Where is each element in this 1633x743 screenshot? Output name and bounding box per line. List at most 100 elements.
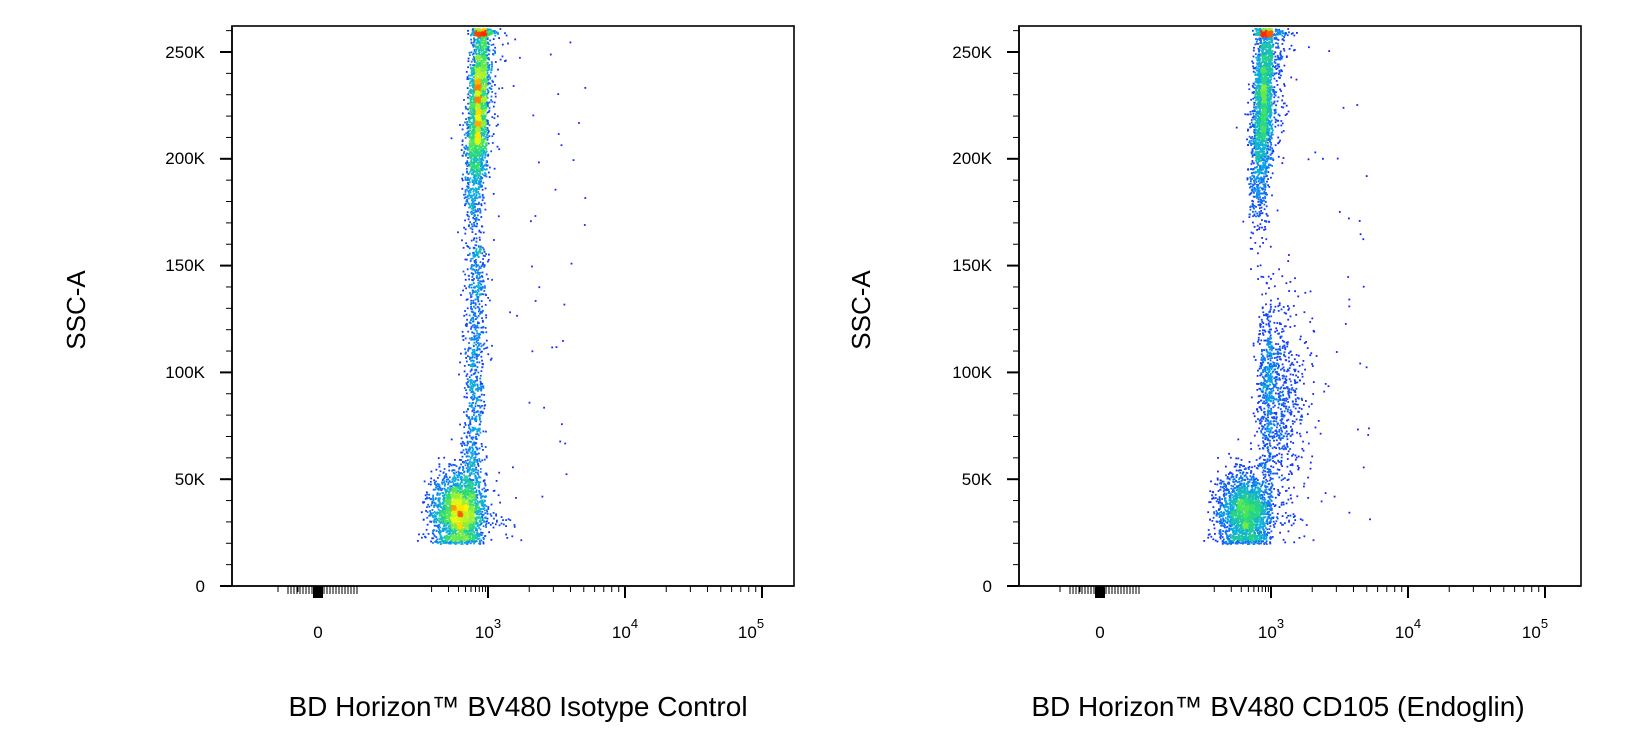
event-dot <box>468 534 471 537</box>
event-dot <box>472 147 475 150</box>
event-dot <box>461 451 464 454</box>
event-dot <box>480 104 483 107</box>
event-dot <box>474 55 476 58</box>
event-dot <box>479 92 481 95</box>
event-dot <box>482 110 484 112</box>
event-dot <box>484 147 487 149</box>
event-dot <box>448 537 451 540</box>
event-dot <box>478 193 481 195</box>
event-dot <box>446 502 448 504</box>
event-dot <box>447 500 450 503</box>
event-dot <box>450 517 453 519</box>
event-dot <box>445 500 448 502</box>
event-dot <box>467 157 469 159</box>
event-dot <box>486 138 489 141</box>
event-dot <box>456 536 458 538</box>
event-dot <box>452 520 455 523</box>
event-dot <box>459 517 461 519</box>
event-dot <box>486 123 489 125</box>
event-dot <box>481 53 484 56</box>
event-dot <box>483 51 485 53</box>
event-dot <box>479 77 482 80</box>
event-dot <box>478 118 480 121</box>
event-dot <box>483 151 486 154</box>
event-dot <box>497 68 499 71</box>
event-dot <box>448 465 450 468</box>
event-dot <box>438 532 441 535</box>
event-dot <box>481 107 484 110</box>
event-dot <box>477 45 479 48</box>
event-dot <box>470 239 473 242</box>
event-dot <box>462 524 464 527</box>
event-dot <box>462 502 464 505</box>
event-dot <box>463 442 466 445</box>
event-dot <box>467 57 470 60</box>
event-dot <box>476 532 479 535</box>
event-dot <box>470 71 473 74</box>
event-dot <box>471 169 474 171</box>
event-dot <box>442 478 445 481</box>
event-dot <box>471 187 474 190</box>
event-dot <box>438 510 441 513</box>
event-dot <box>454 484 456 487</box>
event-dot <box>474 537 477 540</box>
event-dot <box>478 141 480 144</box>
event-dot <box>469 103 472 105</box>
event-dot <box>472 136 475 139</box>
event-dot <box>450 522 453 525</box>
event-dot <box>470 96 473 98</box>
event-dot <box>442 510 445 513</box>
event-dot <box>461 529 464 532</box>
event-dot <box>471 134 474 137</box>
event-dot <box>474 152 477 155</box>
event-dot <box>452 500 455 503</box>
event-dot <box>454 538 457 541</box>
event-dot <box>482 541 485 544</box>
event-dot <box>442 502 445 504</box>
event-dot <box>465 154 467 157</box>
event-dot <box>490 67 493 69</box>
event-dot <box>452 477 454 479</box>
event-dot <box>479 209 482 212</box>
event-dot <box>420 511 423 514</box>
event-dot <box>432 520 435 523</box>
event-dot <box>467 134 470 137</box>
event-dot <box>469 90 471 92</box>
event-dot <box>476 316 479 319</box>
event-dot <box>443 494 446 497</box>
event-dot <box>470 501 473 504</box>
event-dot <box>432 537 435 540</box>
event-dot <box>475 420 477 423</box>
event-dot <box>485 173 487 176</box>
event-dot <box>453 475 456 477</box>
event-dot <box>483 507 486 509</box>
event-dot <box>471 103 473 106</box>
event-dot <box>470 92 473 95</box>
event-dot <box>478 53 481 56</box>
event-dot <box>486 62 489 64</box>
event-dot <box>476 178 478 181</box>
event-dot <box>476 536 478 539</box>
event-dot <box>479 186 482 188</box>
event-dot <box>458 531 461 534</box>
event-dot <box>426 493 429 496</box>
event-dot <box>483 503 485 506</box>
event-dot <box>474 270 477 273</box>
event-dot <box>472 58 474 61</box>
event-dot <box>474 51 477 54</box>
event-dot <box>491 522 494 525</box>
event-dot <box>455 532 457 535</box>
event-dot <box>472 130 475 133</box>
event-dot <box>473 305 475 308</box>
event-dot <box>478 132 481 135</box>
event-dot <box>477 159 480 161</box>
event-dot <box>475 48 478 51</box>
event-dot <box>442 511 445 514</box>
event-dot <box>487 57 490 60</box>
event-dot <box>472 154 474 157</box>
event-dot <box>470 317 473 320</box>
event-dot <box>474 77 477 79</box>
event-dot <box>487 278 489 280</box>
event-dot <box>480 522 483 524</box>
event-dot <box>441 488 443 491</box>
